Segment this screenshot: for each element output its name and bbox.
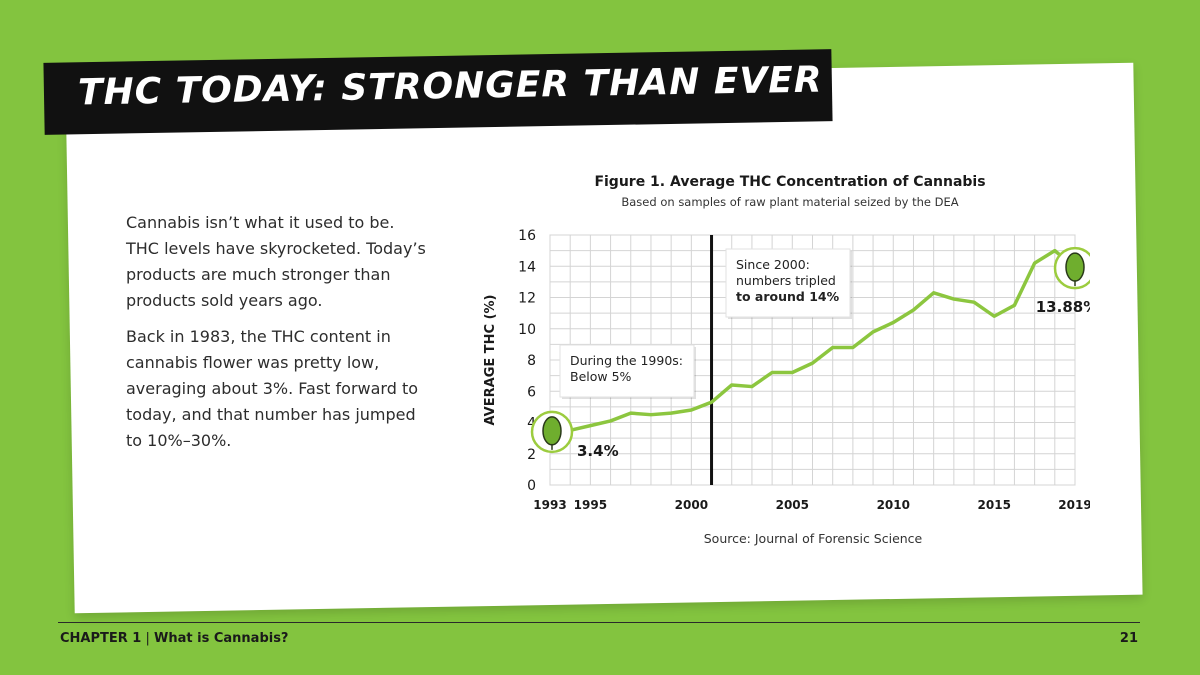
- annotation-1990s-box: [559, 344, 695, 398]
- y-tick-label: 0: [527, 478, 536, 494]
- y-tick-label: 14: [518, 259, 536, 275]
- y-tick-label: 4: [527, 416, 536, 432]
- annotation-since-2000-box: [725, 248, 851, 318]
- page-number: 21: [1119, 631, 1138, 646]
- footer-section: What is Cannabis?: [154, 631, 289, 646]
- y-tick-label: 12: [518, 291, 536, 307]
- x-tick-label: 2015: [978, 498, 1011, 512]
- paragraph-2: Back in 1983, the THC content in cannabi…: [126, 327, 419, 450]
- y-tick-label: 16: [518, 228, 536, 244]
- x-tick-label: 2000: [675, 498, 708, 512]
- annotation-since-2000-text-line: Since 2000:: [736, 257, 810, 272]
- start-point-marker-leaf-icon: [542, 416, 562, 446]
- series-line: [548, 248, 1077, 434]
- x-tick-label: 2010: [877, 498, 910, 512]
- annotation-1990s-text-line: Below 5%: [570, 369, 632, 384]
- footer-chapter-label: CHAPTER 1: [60, 631, 142, 646]
- y-tick-label: 2: [527, 447, 536, 463]
- footer-chapter: CHAPTER 1 | What is Cannabis?: [60, 631, 288, 646]
- x-tick-label: 2019: [1058, 498, 1090, 512]
- y-tick-label: 8: [527, 353, 536, 369]
- x-tick-label: 1993: [533, 498, 566, 512]
- paragraph-1: Cannabis isn’t what it used to be. THC l…: [126, 213, 426, 310]
- x-tick-label: 1995: [574, 498, 607, 512]
- chart-title: Figure 1. Average THC Concentration of C…: [594, 174, 985, 190]
- start-value-label: 3.4%: [577, 442, 619, 460]
- end-value-label: 13.88%: [1036, 298, 1090, 316]
- footer-separator: |: [145, 631, 150, 646]
- y-tick-label: 10: [518, 322, 536, 338]
- y-tick-label: 6: [527, 384, 536, 400]
- annotation-1990s-text-line: During the 1990s:: [570, 353, 683, 368]
- body-text: Cannabis isn’t what it used to be. THC l…: [126, 210, 431, 464]
- footer-divider: [58, 622, 1140, 623]
- thc-chart: Figure 1. Average THC Concentration of C…: [470, 165, 1090, 550]
- chart-source: Source: Journal of Forensic Science: [704, 531, 923, 546]
- x-tick-label: 2005: [776, 498, 809, 512]
- end-point-marker-leaf-icon: [1065, 252, 1085, 282]
- chart-subtitle: Based on samples of raw plant material s…: [621, 195, 958, 209]
- chart-svg: Figure 1. Average THC Concentration of C…: [483, 174, 1090, 546]
- annotation-since-2000-text-line: to around 14%: [736, 289, 840, 304]
- y-axis-label: AVERAGE THC (%): [483, 295, 498, 426]
- annotation-since-2000-text-line: numbers tripled: [736, 273, 836, 288]
